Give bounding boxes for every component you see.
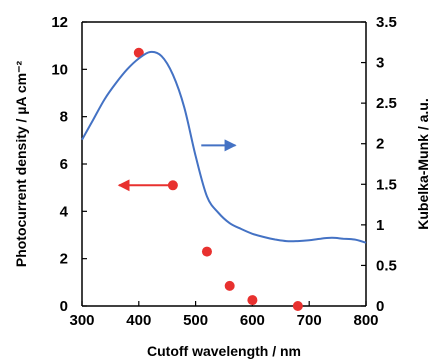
annotation-layer bbox=[117, 139, 237, 192]
y-right-tick-label: 2.5 bbox=[376, 95, 397, 112]
photocurrent-point bbox=[167, 180, 178, 191]
y-right-axis-ticks: 0 0.5 1 1.5 2 2.5 3 3.5 bbox=[361, 14, 397, 315]
y-left-tick-label: 8 bbox=[60, 109, 68, 126]
y-right-tick-label: 1 bbox=[376, 217, 384, 234]
y-left-tick-label: 4 bbox=[60, 203, 69, 220]
y-right-tick-label: 3.5 bbox=[376, 14, 397, 31]
kubelka-munk-line bbox=[81, 50, 367, 244]
x-axis-label: Cutoff wavelength / nm bbox=[147, 343, 301, 359]
photocurrent-point bbox=[201, 246, 212, 257]
x-tick-label: 800 bbox=[353, 312, 378, 329]
x-axis-ticks: 300 400 500 600 700 800 bbox=[69, 301, 379, 329]
y-left-axis-ticks: 0 2 4 6 8 10 12 bbox=[51, 14, 87, 315]
series-layer bbox=[81, 47, 367, 311]
y-left-tick-label: 2 bbox=[60, 251, 68, 268]
x-tick-label: 600 bbox=[240, 312, 265, 329]
y-left-tick-label: 10 bbox=[51, 61, 68, 78]
y-right-axis-label: Kubelka-Munk / a.u. bbox=[415, 98, 431, 229]
y-right-tick-label: 2 bbox=[376, 136, 384, 153]
y-right-tick-label: 0 bbox=[376, 298, 384, 315]
y-left-tick-label: 12 bbox=[51, 14, 68, 31]
photocurrent-point bbox=[133, 47, 144, 58]
y-left-axis-label: Photocurrent density / µA cm⁻² bbox=[13, 61, 29, 268]
photocurrent-point bbox=[292, 301, 303, 311]
y-right-tick-label: 1.5 bbox=[376, 176, 397, 193]
x-tick-label: 300 bbox=[69, 312, 94, 329]
photocurrent-point bbox=[224, 280, 235, 291]
y-right-tick-label: 0.5 bbox=[376, 257, 397, 274]
y-left-tick-label: 6 bbox=[60, 156, 68, 173]
x-tick-label: 700 bbox=[297, 312, 322, 329]
x-tick-label: 500 bbox=[183, 312, 208, 329]
photocurrent-point bbox=[247, 295, 258, 306]
y-right-tick-label: 3 bbox=[376, 55, 384, 72]
y-left-tick-label: 0 bbox=[60, 298, 68, 315]
x-tick-label: 400 bbox=[126, 312, 151, 329]
